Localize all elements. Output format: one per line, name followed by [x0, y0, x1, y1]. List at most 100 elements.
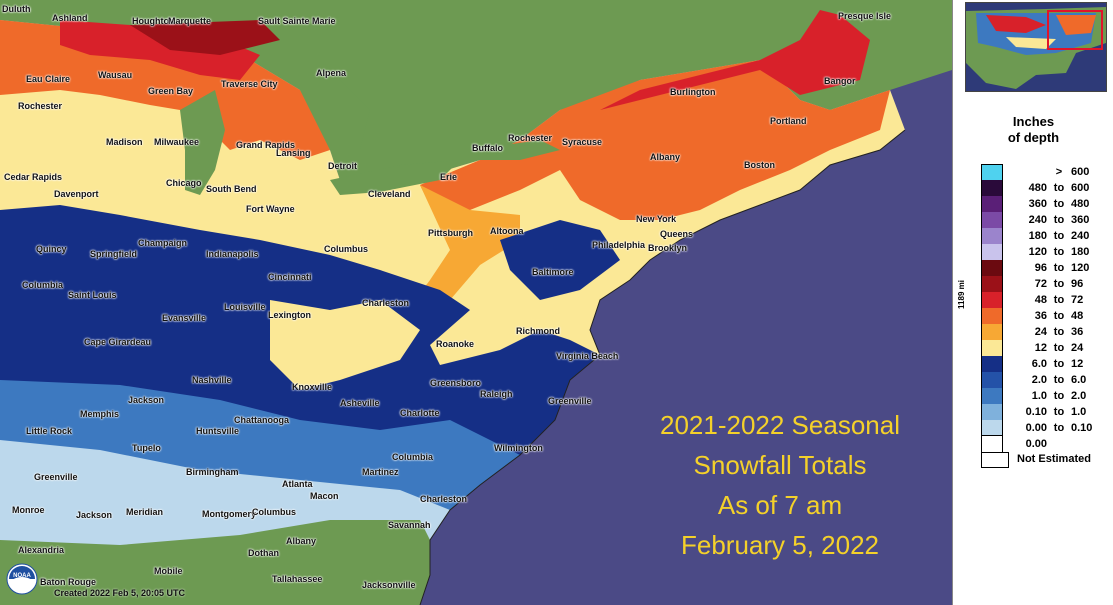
city-label: Houghton: [132, 16, 175, 26]
city-label: Virginia Beach: [556, 351, 619, 361]
city-label: Cedar Rapids: [4, 172, 63, 182]
north-red-band: [0, 20, 330, 160]
legend-separator: to: [1053, 326, 1065, 338]
city-label: Richmond: [516, 326, 560, 336]
legend-low-value: 240: [1028, 214, 1047, 226]
legend-high-value: 600: [1071, 182, 1090, 194]
ne-red-band: [420, 60, 890, 220]
city-label: Birmingham: [186, 467, 239, 477]
city-label: Huntsville: [196, 426, 240, 436]
city-label: Raleigh: [480, 389, 513, 399]
overview-inset-map[interactable]: [965, 2, 1107, 92]
city-label: Knoxville: [292, 382, 333, 392]
city-label: Baltimore: [532, 267, 574, 277]
city-label: Jackson: [76, 510, 113, 520]
city-label: Bangor: [824, 76, 856, 86]
legend-row: 36 to 48: [981, 308, 1106, 324]
legend-separator: to: [1053, 278, 1065, 290]
legend-low-value: 0.00: [1025, 422, 1047, 434]
legend-swatch: [981, 180, 1003, 196]
city-label: Martinez: [362, 467, 399, 477]
city-label: Chattanooga: [234, 415, 289, 425]
legend-title-line-1: Inches: [1012, 114, 1055, 129]
city-label: Louisville: [224, 302, 266, 312]
legend-row: 0.00: [981, 436, 1106, 452]
city-label: Portland: [770, 116, 807, 126]
city-label: Tallahassee: [272, 574, 323, 584]
legend-low-value: 24: [1034, 326, 1047, 338]
city-label: Columbia: [392, 452, 434, 462]
city-label: Queens: [660, 229, 694, 239]
city-label: Marquette: [168, 16, 212, 26]
city-label: Atlanta: [282, 479, 313, 489]
gulf-green-area: [0, 520, 430, 605]
legend-panel: Inches of depth 1189 mi >600 480 to 600 360 t…: [952, 0, 1113, 605]
city-label: Montgomery: [202, 509, 256, 519]
legend-row: 240 to 360: [981, 212, 1106, 228]
legend-swatch: [981, 260, 1003, 276]
legend-swatch: [981, 388, 1003, 404]
legend-low-value: 1.0: [1031, 390, 1047, 402]
city-label: Detroit: [328, 161, 357, 171]
legend-separator: to: [1053, 342, 1065, 354]
legend-low-value: 6.0: [1031, 358, 1047, 370]
city-label: Philadelphia: [592, 240, 646, 250]
city-label: Tupelo: [132, 443, 161, 453]
title-line-4: February 5, 2022: [680, 530, 879, 560]
legend-low-value: 96: [1034, 262, 1047, 274]
legend-high-value: 600: [1071, 166, 1090, 178]
city-label: Erie: [440, 172, 458, 182]
lake-erie: [330, 160, 460, 195]
city-label: Presque Isle: [838, 11, 892, 21]
legend-row: 24 to 36: [981, 324, 1106, 340]
legend-high-value: 72: [1071, 294, 1084, 306]
city-label: Evansville: [162, 313, 207, 323]
city-label: Wilmington: [494, 443, 543, 453]
city-label: Davenport: [54, 189, 99, 199]
legend-row: >600: [981, 164, 1106, 180]
legend-low-value: 36: [1034, 310, 1047, 322]
legend-swatch: [981, 356, 1003, 372]
city-label: Nashville: [192, 375, 232, 385]
legend-low-value: 72: [1034, 278, 1047, 290]
legend-separator: to: [1053, 182, 1065, 194]
legend-separator: to: [1053, 310, 1065, 322]
legend-low-value: 480: [1028, 182, 1047, 194]
city-label: Columbus: [324, 244, 368, 254]
legend-swatch: [981, 244, 1003, 260]
legend-high-value: 0.10: [1071, 422, 1093, 434]
city-label: Burlington: [670, 87, 716, 97]
legend-row: 48 to 72: [981, 292, 1106, 308]
city-label: Greensboro: [430, 378, 482, 388]
title-line-1: 2021-2022 Seasonal: [660, 410, 900, 440]
title-line-3: As of 7 am: [717, 490, 843, 520]
city-label: Lansing: [276, 148, 311, 158]
city-label: Rochester: [18, 101, 63, 111]
legend-separator: >: [1055, 166, 1063, 178]
legend-row: 6.0 to 12: [981, 356, 1106, 372]
city-label: South Bend: [206, 184, 257, 194]
city-label: Jacksonville: [362, 580, 416, 590]
not-estimated-label: Not Estimated: [1017, 453, 1091, 465]
legend-low-value: 12: [1034, 342, 1047, 354]
city-label: Springfield: [90, 249, 137, 259]
inset-map-graphic: [966, 3, 1106, 91]
city-label: Albany: [286, 536, 317, 546]
city-label: Little Rock: [26, 426, 73, 436]
city-label: Lexington: [268, 310, 311, 320]
legend-separator: to: [1053, 198, 1065, 210]
legend-low-value: 180: [1028, 230, 1047, 242]
city-label: Charleston: [362, 298, 410, 308]
city-label: Chicago: [166, 178, 202, 188]
legend-swatch: [981, 308, 1003, 324]
legend-title: Inches of depth: [953, 114, 1113, 146]
city-label: Dothan: [248, 548, 279, 558]
city-label: Albany: [650, 152, 681, 162]
legend-separator: to: [1053, 406, 1065, 418]
legend-high-value: 96: [1071, 278, 1084, 290]
created-timestamp: Created 2022 Feb 5, 20:05 UTC: [54, 588, 186, 598]
logo-text: NOAA: [13, 573, 31, 579]
legend-row: 2.0 to 6.0: [981, 372, 1106, 388]
city-label: New York: [636, 214, 677, 224]
legend-swatch: [981, 196, 1003, 212]
